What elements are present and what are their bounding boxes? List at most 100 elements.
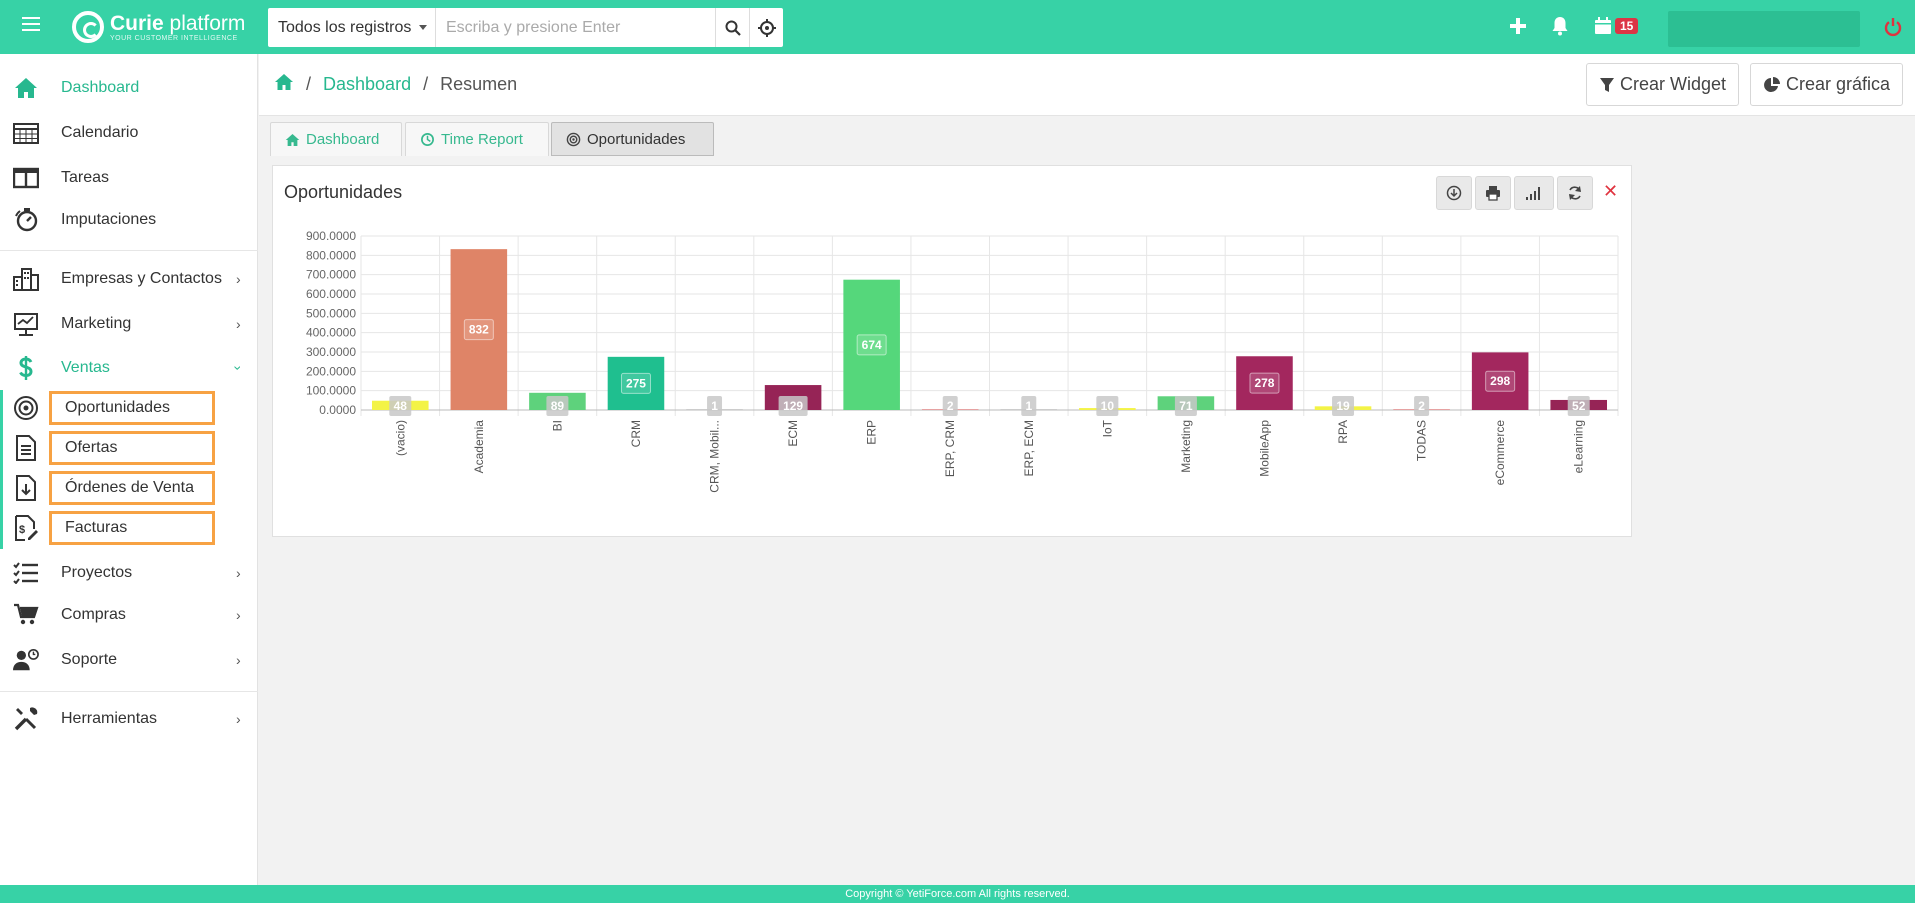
- y-tick-label: 900.0000: [306, 229, 356, 243]
- sidebar-item-dashboard[interactable]: Dashboard: [0, 68, 258, 108]
- menu-icon[interactable]: [22, 17, 40, 33]
- search-input[interactable]: [436, 8, 715, 47]
- home-icon[interactable]: [274, 73, 294, 96]
- chart-type-button[interactable]: [1514, 176, 1554, 210]
- data-label: 2: [1418, 399, 1425, 413]
- sidebar-item-proyectos[interactable]: Proyectos ›: [0, 553, 258, 593]
- brand-logo[interactable]: Curie platform YOUR CUSTOMER INTELLIGENC…: [72, 9, 245, 45]
- sidebar: Dashboard Calendario Tareas Imputaciones…: [0, 54, 258, 885]
- oportunidades-widget: Oportunidades ✕ 0.0000 100.0000 200.0000 30…: [272, 165, 1632, 537]
- power-icon: [1884, 18, 1902, 37]
- data-label: 2: [947, 399, 954, 413]
- calendar-button[interactable]: [1594, 15, 1612, 42]
- sidebar-item-calendario[interactable]: Calendario: [0, 113, 258, 153]
- download-button[interactable]: [1436, 176, 1472, 210]
- sidebar-item-ventas[interactable]: Ventas ›: [0, 348, 258, 388]
- x-tick-label: Marketing: [1179, 420, 1193, 473]
- tab-dashboard[interactable]: Dashboard: [270, 122, 402, 156]
- home-icon: [13, 75, 39, 101]
- create-chart-button[interactable]: Crear gráfica: [1750, 63, 1904, 106]
- filter-icon: [1600, 77, 1614, 92]
- calendar-grid-icon: [13, 120, 39, 146]
- advanced-search-button[interactable]: [749, 8, 783, 47]
- pie-chart-icon: [1764, 76, 1780, 92]
- data-label: 19: [1336, 399, 1350, 413]
- sidebar-item-tareas[interactable]: Tareas: [0, 158, 258, 198]
- sidebar-divider: [0, 691, 258, 692]
- x-tick-label: TODAS: [1415, 420, 1429, 461]
- data-label-box: [620, 372, 651, 394]
- x-tick-label: CRM: [629, 420, 643, 447]
- sidebar-item-herramientas[interactable]: Herramientas ›: [0, 699, 258, 739]
- sidebar-subitem-ordenes-venta[interactable]: Órdenes de Venta: [0, 469, 258, 507]
- printer-icon: [1486, 186, 1500, 201]
- data-label: 298: [1490, 374, 1510, 388]
- data-label: 71: [1179, 399, 1193, 413]
- facturas-highlight: Facturas: [49, 511, 215, 545]
- sidebar-item-marketing[interactable]: Marketing ›: [0, 304, 258, 344]
- cart-icon: [13, 602, 39, 628]
- support-agent-icon: [13, 647, 39, 673]
- plus-icon: [1510, 18, 1526, 34]
- sidebar-item-empresas-contactos[interactable]: Empresas y Contactos ›: [0, 259, 258, 299]
- y-tick-label: 800.0000: [306, 248, 356, 262]
- tab-oportunidades[interactable]: Oportunidades: [551, 122, 714, 156]
- calendar-count-badge: 15: [1615, 18, 1639, 34]
- data-label-box: [546, 396, 569, 416]
- x-tick-label: CRM, Mobil...: [708, 420, 722, 493]
- print-button[interactable]: [1475, 176, 1511, 210]
- chevron-down-icon: ›: [230, 365, 247, 371]
- logout-button[interactable]: [1883, 17, 1903, 42]
- notifications-button[interactable]: [1551, 15, 1569, 42]
- footer: Copyright © YetiForce.com All rights res…: [0, 885, 1915, 903]
- y-tick-label: 100.0000: [306, 384, 356, 398]
- target-icon: [566, 132, 581, 146]
- x-tick-label: MobileApp: [1257, 420, 1271, 477]
- home-icon: [285, 133, 300, 146]
- data-label: 1: [711, 399, 718, 413]
- chart-bar: [1471, 352, 1529, 410]
- checklist-icon: [13, 560, 39, 586]
- chevron-right-icon: ›: [236, 711, 241, 727]
- user-menu[interactable]: [1668, 11, 1860, 47]
- data-label-box: [856, 334, 887, 356]
- data-label-box: [942, 396, 958, 416]
- sidebar-item-compras[interactable]: Compras ›: [0, 595, 258, 635]
- sidebar-subitem-ofertas[interactable]: Ofertas: [0, 429, 258, 467]
- tools-icon: [13, 706, 39, 732]
- data-label: 129: [783, 399, 803, 413]
- search-button[interactable]: [715, 8, 749, 47]
- sidebar-subitem-oportunidades[interactable]: Oportunidades: [0, 389, 258, 427]
- dollar-icon: [13, 355, 39, 381]
- quick-create-button[interactable]: [1509, 15, 1527, 42]
- signal-bars-icon: [1526, 187, 1540, 200]
- ordenes-venta-highlight: Órdenes de Venta: [49, 471, 215, 505]
- data-label-box: [1021, 396, 1037, 416]
- page-header: / Dashboard / Resumen Crear Widget Crear…: [259, 54, 1915, 116]
- y-tick-label: 200.0000: [306, 364, 356, 378]
- refresh-button[interactable]: [1557, 176, 1593, 210]
- create-widget-button[interactable]: Crear Widget: [1586, 63, 1740, 106]
- file-download-icon: [13, 475, 39, 501]
- data-label: 10: [1101, 399, 1115, 413]
- chart-bar: [1236, 356, 1293, 410]
- breadcrumb-dashboard-link[interactable]: Dashboard: [323, 74, 412, 94]
- chart-bar: [607, 356, 665, 410]
- sidebar-subitem-facturas[interactable]: $ Facturas: [0, 509, 258, 547]
- tab-time-report[interactable]: Time Report: [405, 122, 549, 156]
- data-label-box: [463, 319, 494, 341]
- sidebar-item-imputaciones[interactable]: Imputaciones: [0, 200, 258, 240]
- chevron-right-icon: ›: [236, 565, 241, 581]
- chevron-right-icon: ›: [236, 316, 241, 332]
- search-scope-select[interactable]: Todos los registros: [268, 8, 436, 47]
- x-tick-label: eLearning: [1572, 420, 1586, 473]
- data-label-box: [1414, 396, 1430, 416]
- close-icon[interactable]: ✕: [1603, 181, 1619, 201]
- data-label: 1: [1025, 399, 1032, 413]
- breadcrumb-separator: /: [423, 74, 429, 94]
- sidebar-item-soporte[interactable]: Soporte ›: [0, 640, 258, 680]
- y-tick-label: 500.0000: [306, 306, 356, 320]
- data-label-box: [1567, 396, 1590, 416]
- data-label: 278: [1254, 376, 1274, 390]
- data-label: 275: [626, 376, 646, 390]
